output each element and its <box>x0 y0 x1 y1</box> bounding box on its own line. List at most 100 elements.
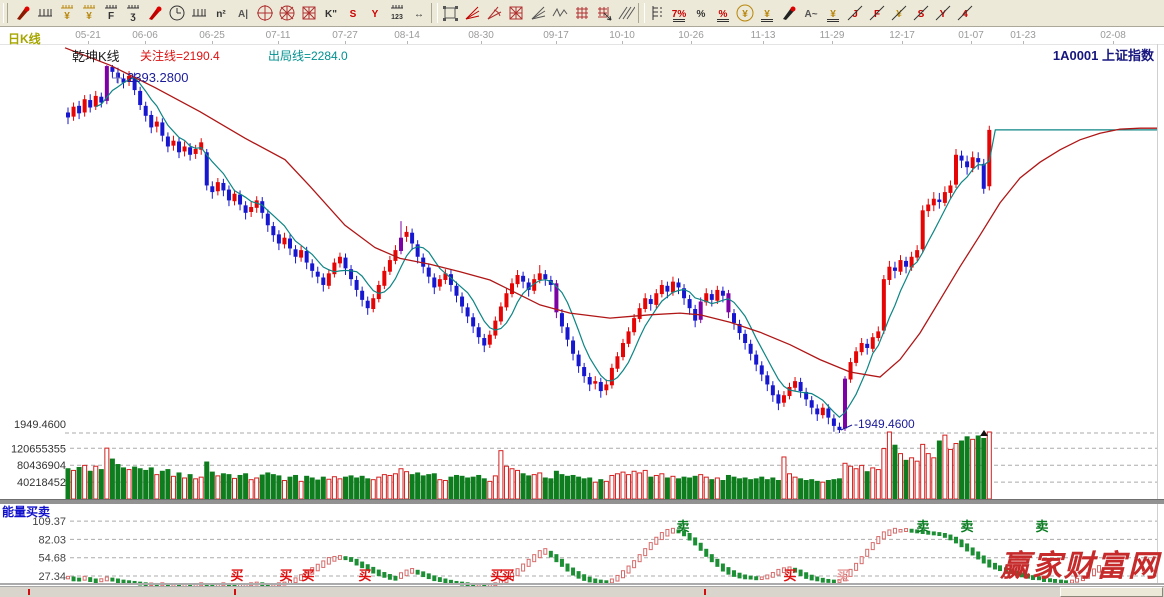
sub-indicator-name: 能量买卖 <box>2 505 51 519</box>
gold-circle-icon[interactable]: ¥ <box>734 2 756 24</box>
k-quote-icon[interactable]: K" <box>320 2 342 24</box>
horizontal-scrollbar[interactable] <box>0 586 1164 597</box>
percent-icon[interactable]: % <box>690 2 712 24</box>
f-measure-icon[interactable]: F <box>100 2 122 24</box>
candle-body <box>931 198 936 206</box>
target-circle-icon[interactable] <box>254 2 276 24</box>
volume-bar <box>886 431 892 500</box>
ruler-123-icon[interactable]: 123 <box>386 2 408 24</box>
a-wave-icon[interactable]: A~ <box>800 2 822 24</box>
volume-bar <box>82 464 88 500</box>
four-slash-icon[interactable]: 4 <box>954 2 976 24</box>
indicator-mark <box>876 536 881 545</box>
red-brush-icon[interactable] <box>144 2 166 24</box>
toolbar-separator <box>638 3 645 23</box>
n-squared-icon[interactable]: n² <box>210 2 232 24</box>
percent-strike-icon[interactable]: 7% <box>668 2 690 24</box>
indicator-mark <box>371 566 376 574</box>
volume-bar <box>476 474 482 500</box>
shen-tool-icon[interactable]: S <box>342 2 364 24</box>
candle-body <box>310 263 315 271</box>
indicator-mark <box>898 528 903 533</box>
shen-slash-icon[interactable]: S <box>910 2 932 24</box>
candle-body <box>160 122 165 136</box>
measure-comb-icon[interactable] <box>34 2 56 24</box>
ying-tool-icon[interactable]: Y <box>364 2 386 24</box>
gold-measure2-icon[interactable]: ¥ <box>78 2 100 24</box>
grid-icon[interactable] <box>571 2 593 24</box>
gold-measure-icon[interactable]: ¥ <box>56 2 78 24</box>
gold-lines-icon[interactable]: ¥ <box>756 2 778 24</box>
volume-bar <box>836 478 842 500</box>
time-cycle-clock-icon[interactable] <box>166 2 188 24</box>
volume-bar <box>165 469 171 500</box>
fan-grid-icon[interactable] <box>505 2 527 24</box>
candle-body <box>726 293 731 313</box>
web-square-icon[interactable] <box>298 2 320 24</box>
volume-bar <box>764 479 770 500</box>
toolbar-grip[interactable] <box>3 3 8 23</box>
volume-bar <box>703 476 709 500</box>
candle-body <box>682 288 687 299</box>
comb2-icon[interactable] <box>188 2 210 24</box>
candle-body <box>426 267 431 277</box>
a-channel-icon[interactable]: A| <box>232 2 254 24</box>
candle-body <box>104 66 109 101</box>
gold-slash-icon[interactable]: ¥ <box>888 2 910 24</box>
candle-body <box>687 299 692 309</box>
percent-line-icon[interactable]: % <box>712 2 734 24</box>
gold-underline-icon[interactable]: ¥ <box>822 2 844 24</box>
candle-body <box>182 146 187 152</box>
attention-line-value: 关注线=2190.4 <box>140 49 220 63</box>
candle-body <box>643 298 648 310</box>
scrollbar-thumb[interactable] <box>1060 587 1163 597</box>
indicator-mark <box>554 554 559 563</box>
date-tick-label: 07-27 <box>332 30 358 41</box>
indicator-mark <box>937 532 942 537</box>
volume-bar <box>370 479 376 500</box>
volume-bar <box>76 466 82 500</box>
volume-bar <box>731 476 737 500</box>
exit-line-value: 出局线=2284.0 <box>268 49 348 63</box>
pointer-brush-icon[interactable] <box>12 2 34 24</box>
width-span-icon[interactable]: ↔ <box>408 2 430 24</box>
ink-brush-icon[interactable] <box>778 2 800 24</box>
indicator-mark <box>781 567 786 574</box>
sector-fan-icon[interactable] <box>483 2 505 24</box>
volume-bar <box>809 479 815 500</box>
grid-arrow-icon[interactable] <box>593 2 615 24</box>
indicator-mark <box>965 543 970 552</box>
candle-body <box>171 140 176 146</box>
indicator-mark <box>676 529 681 534</box>
indicator-mark <box>526 558 531 567</box>
volume-bar <box>148 467 154 500</box>
svg-text:S: S <box>918 9 925 20</box>
scrollbar-signal-mark <box>234 589 236 595</box>
date-tick-label: 10-10 <box>609 30 635 41</box>
buy-signal-label: 买 <box>358 568 371 583</box>
candle-body <box>399 237 403 251</box>
candle-body <box>349 269 354 280</box>
date-tick-label: 09-17 <box>543 30 569 41</box>
indicator-mark <box>743 574 748 580</box>
zigzag-wave-icon[interactable] <box>549 2 571 24</box>
spider-web-icon[interactable] <box>276 2 298 24</box>
volume-bar <box>820 481 826 500</box>
date-tick <box>902 41 903 44</box>
volume-bar <box>581 478 587 500</box>
date-tick-label: 01-23 <box>1010 30 1036 41</box>
f-slash-icon[interactable]: F <box>866 2 888 24</box>
ying-slash-icon[interactable]: Y <box>932 2 954 24</box>
ray-fan-icon[interactable] <box>461 2 483 24</box>
pencil-rays-icon[interactable] <box>527 2 549 24</box>
s-hook-measure-icon[interactable]: ʒ <box>122 2 144 24</box>
j-slash-icon[interactable]: J <box>844 2 866 24</box>
box-handles-icon[interactable] <box>439 2 461 24</box>
volume-bar <box>631 470 637 500</box>
candle-body <box>526 282 531 290</box>
candle-body <box>293 249 298 257</box>
indicator-mark <box>1037 576 1041 581</box>
scale-list-icon[interactable] <box>646 2 668 24</box>
parallel-slashes-icon[interactable] <box>615 2 637 24</box>
